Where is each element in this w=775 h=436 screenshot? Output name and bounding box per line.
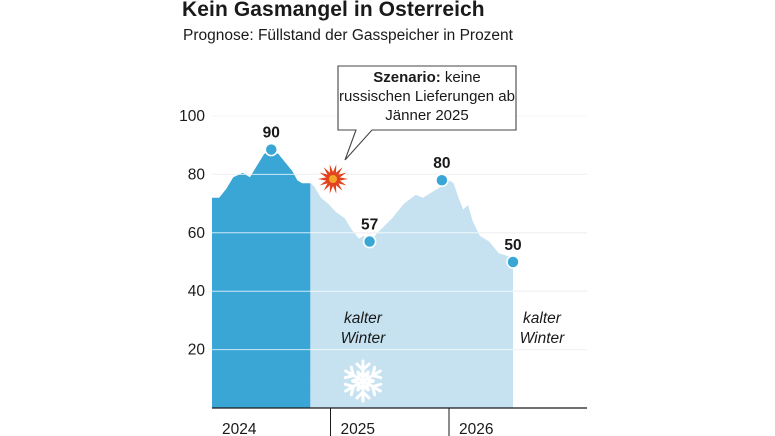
snowflake-stroke — [534, 389, 550, 400]
snowflake-arm — [522, 365, 544, 383]
y-tick-label: 60 — [188, 225, 206, 242]
y-tick-label: 20 — [188, 342, 206, 359]
callout-text: keine russischen Lieferungen ab Jänner 2… — [339, 69, 515, 124]
winter-label-line1: kalter — [523, 310, 562, 327]
area-series-observed — [212, 149, 311, 408]
snowflake-arm — [355, 379, 371, 403]
snowflake-stroke — [543, 379, 554, 392]
callout-bold-label: Szenario: — [373, 69, 441, 86]
peak-dot — [506, 255, 520, 269]
y-tick-label: 80 — [188, 166, 206, 183]
snowflake-arm — [540, 365, 562, 383]
snowflake-stroke — [351, 370, 362, 383]
snowflake-stroke — [535, 382, 549, 392]
y-tick-label: 40 — [188, 283, 206, 300]
snowflake-stroke — [534, 362, 550, 373]
snowflake-stroke — [522, 365, 535, 380]
starburst-core — [329, 175, 337, 183]
snowflake-stroke — [543, 370, 554, 383]
snowflake-stroke — [370, 365, 383, 380]
snowflake-stroke — [522, 382, 535, 397]
peak-label: 57 — [361, 217, 378, 234]
peak-label: 90 — [263, 125, 280, 142]
snowflake-arm — [355, 359, 371, 383]
snowflake-stroke — [370, 382, 383, 397]
scenario-callout: Szenario: keine russischen Lieferungen a… — [338, 66, 516, 130]
snowflake-arm — [534, 359, 550, 383]
peak-dot — [264, 142, 278, 157]
snowflake-stroke — [343, 365, 356, 380]
snowflake-arm — [534, 379, 550, 403]
chart-subtitle: Prognose: Füllstand der Gasspeicher in P… — [183, 27, 513, 44]
snowflake-arm — [361, 379, 383, 397]
snowflake-stroke — [549, 365, 562, 380]
peak-dot — [362, 234, 377, 249]
snowflake-icon — [343, 359, 383, 403]
winter-label-line1: kalter — [344, 310, 383, 327]
x-year-label: 2024 — [222, 421, 257, 436]
snowflake-stroke — [530, 379, 541, 392]
peak-label: 50 — [504, 237, 521, 254]
callout-box — [337, 65, 517, 161]
winter-label-line2: Winter — [341, 330, 386, 347]
snowflake-stroke — [351, 379, 362, 392]
snowflake-stroke — [535, 370, 549, 380]
winter-label: kalter Winter — [520, 310, 565, 347]
snowflake-stroke — [364, 379, 375, 392]
snowflake-arm — [540, 379, 562, 397]
y-tick-label: 100 — [179, 108, 205, 125]
snowflake-stroke — [549, 382, 562, 397]
snowflake-stroke — [343, 382, 356, 397]
snowflake-stroke — [356, 370, 370, 380]
snowflake-stroke — [355, 362, 371, 373]
peak-label: 80 — [433, 155, 450, 172]
snowflake-arm — [343, 365, 365, 383]
winter-label-line2: Winter — [520, 330, 565, 347]
snowflake-arm — [343, 379, 365, 397]
snowflake-stroke — [356, 382, 370, 392]
winter-label: kalter Winter — [341, 310, 386, 347]
chart-title: Kein Gasmangel in Österreich — [182, 0, 485, 21]
x-year-label: 2025 — [341, 421, 375, 436]
snowflake-arm — [522, 379, 544, 397]
peak-dot — [435, 173, 449, 187]
snowflake-stroke — [364, 370, 375, 383]
x-year-label: 2026 — [459, 421, 493, 436]
snowflake-stroke — [530, 370, 541, 383]
snowflake-stroke — [355, 389, 371, 400]
area-series-forecast — [310, 180, 513, 408]
snowflake-icon — [522, 359, 562, 403]
snowflake-arm — [361, 365, 383, 383]
